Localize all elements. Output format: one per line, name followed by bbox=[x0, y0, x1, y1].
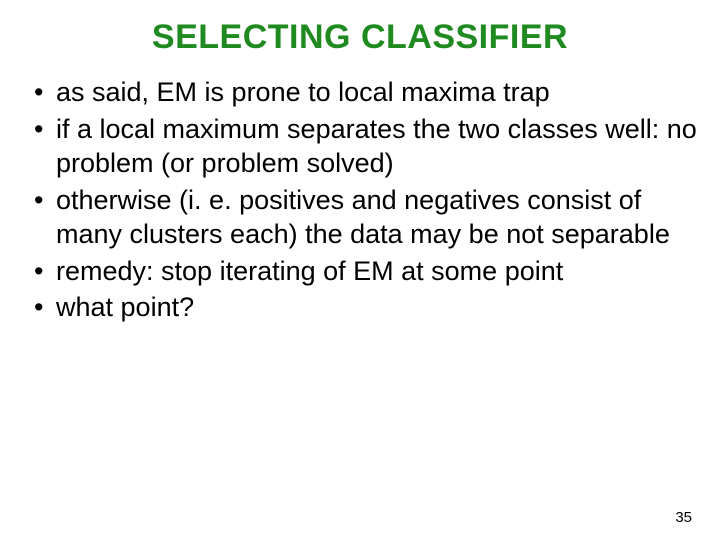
page-number: 35 bbox=[675, 509, 692, 526]
slide: SELECTING CLASSIFIER as said, EM is pron… bbox=[0, 0, 720, 540]
list-item: if a local maximum separates the two cla… bbox=[28, 112, 700, 181]
list-item: as said, EM is prone to local maxima tra… bbox=[28, 75, 700, 110]
bullet-list: as said, EM is prone to local maxima tra… bbox=[20, 75, 700, 325]
list-item: otherwise (i. e. positives and negatives… bbox=[28, 183, 700, 252]
list-item: what point? bbox=[28, 290, 700, 325]
slide-title: SELECTING CLASSIFIER bbox=[20, 18, 700, 57]
list-item: remedy: stop iterating of EM at some poi… bbox=[28, 254, 700, 289]
